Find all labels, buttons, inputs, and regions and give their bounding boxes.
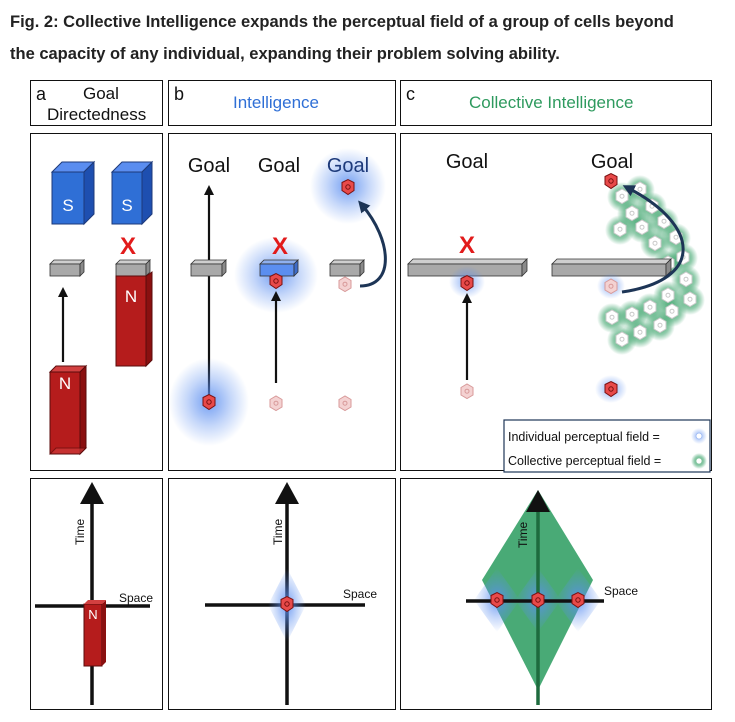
panel-a-title-line1: Goal (83, 84, 119, 103)
legend-individual-label: Individual perceptual field = (508, 430, 660, 444)
time-label-a: Time (73, 518, 87, 545)
panel-c-title: Collective Intelligence (469, 93, 634, 112)
panel-b-header: b Intelligence (168, 80, 396, 126)
goal-label-b2: Goal (258, 155, 300, 177)
detour-arrow-c (621, 185, 685, 294)
magnet-label-s-left: S (62, 196, 73, 215)
magnet-south-right: S (110, 160, 154, 226)
cell-b3-mid (338, 276, 352, 292)
caption-line-2: the capacity of any individual, expandin… (10, 45, 560, 63)
panel-b-letter: b (174, 84, 185, 104)
goal-label-c1: Goal (446, 151, 488, 173)
collective-cell (643, 299, 657, 315)
panel-c-letter: c (406, 84, 415, 104)
collective-field-c (597, 175, 705, 355)
collective-cell (615, 188, 629, 204)
caption-line-1: Fig. 2: Collective Intelligence expands … (10, 13, 674, 31)
cell-spacetime-c3 (571, 592, 585, 608)
cell-c1-origin (460, 383, 474, 399)
collective-cell (679, 271, 693, 287)
collective-cell (625, 306, 639, 322)
collective-cell (653, 317, 667, 333)
panel-a-title-line2: Directedness (47, 105, 147, 124)
time-label-c: Time (516, 521, 530, 548)
legend-box: Individual perceptual field = Collective… (503, 419, 711, 473)
barrier-b-1 (190, 259, 227, 277)
barrier-c-2 (551, 258, 672, 277)
goal-cell-c2 (604, 173, 618, 189)
space-label-c: Space (604, 584, 638, 598)
collective-cell (635, 219, 649, 235)
time-arrowhead-c (526, 490, 550, 512)
collective-cell (683, 291, 697, 307)
goal-label-b3: Goal (327, 155, 369, 177)
cell-c1-blocked (460, 275, 474, 291)
panel-a-spacetime (30, 478, 163, 710)
goal-label-c2: Goal (591, 151, 633, 173)
cell-spacetime-c2 (531, 592, 545, 608)
legend-collective-label: Collective perceptual field = (508, 454, 661, 468)
time-arrowhead-b (275, 482, 299, 504)
barrier-a-left (49, 259, 85, 277)
panel-a-letter: a (36, 84, 47, 104)
goal-cell-b3 (341, 179, 355, 195)
collective-cell (605, 309, 619, 325)
cell-b3-origin (338, 395, 352, 411)
collective-cell (648, 235, 662, 251)
panel-c-header: c Collective Intelligence (400, 80, 712, 126)
magnet-label-n-left: N (59, 374, 71, 393)
collective-cell (615, 331, 629, 347)
time-arrowhead-a (80, 482, 104, 504)
collective-cell (613, 221, 627, 237)
figure-caption: Fig. 2: Collective Intelligence expands … (10, 6, 730, 70)
magnet-south-left: S (50, 160, 96, 226)
collective-cell (633, 324, 647, 340)
collective-cell (665, 303, 679, 319)
cell-b2-blocked (269, 273, 283, 289)
panel-b-title: Intelligence (233, 93, 320, 112)
collective-cell (661, 287, 675, 303)
cell-spacetime-c1 (490, 592, 504, 608)
cell-c2-mid (604, 278, 618, 294)
magnet-worldline-a: N (83, 600, 106, 667)
time-label-b: Time (271, 518, 285, 545)
cell-c2-origin (604, 381, 618, 397)
goal-label-b1: Goal (188, 155, 230, 177)
x-mark-b: X (272, 233, 288, 260)
x-mark-c: X (459, 232, 475, 259)
detour-arrow-b (358, 200, 387, 288)
barrier-a-right (115, 259, 151, 277)
magnet-north-right: N (115, 271, 153, 368)
space-label-b: Space (343, 587, 377, 601)
barrier-b-3 (329, 259, 365, 277)
barrier-b-2 (259, 259, 299, 277)
magnet-label-n-right: N (125, 287, 137, 306)
cell-b2-origin (269, 395, 283, 411)
magnet-label-n-bottom: N (88, 607, 97, 622)
cell-b1 (202, 394, 216, 410)
space-label-a: Space (119, 591, 153, 605)
magnet-north-left: N (48, 364, 88, 456)
panel-a-header: a Goal Directedness (30, 80, 163, 126)
magnet-label-s-right: S (121, 196, 132, 215)
x-mark-a: X (120, 233, 136, 260)
cell-spacetime-b (280, 596, 294, 612)
collective-cell (625, 205, 639, 221)
